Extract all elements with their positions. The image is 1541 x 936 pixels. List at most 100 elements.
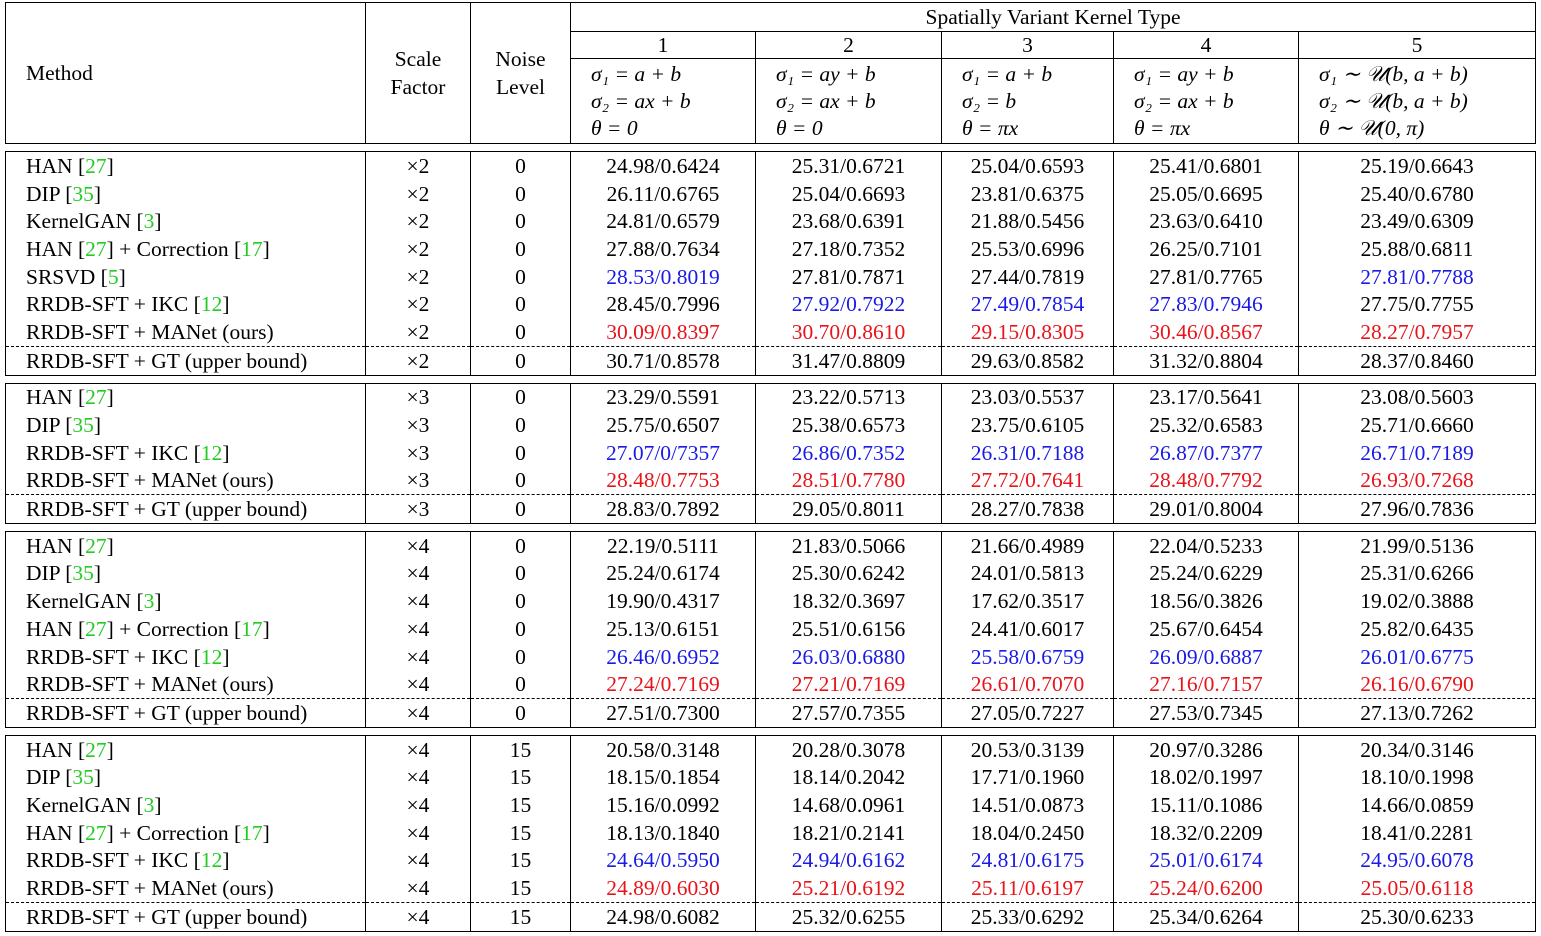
scale-cell: ×4 — [365, 763, 471, 792]
result-row: RRDB-SFT + MANet (ours) ×2 0 30.09/0.8397 30… — [5, 318, 1536, 347]
scale-cell: ×2 — [365, 290, 471, 319]
method-cell: DIP [35] — [5, 411, 366, 439]
scale-cell: ×4 — [365, 846, 471, 875]
score-cell: 25.04/0.6693 — [755, 179, 942, 208]
citation: 3 — [143, 209, 155, 234]
scale-cell: ×2 — [365, 207, 471, 236]
noise-cell: 0 — [470, 466, 571, 495]
result-row: DIP [35] ×4 0 25.24/0.6174 25.30/0.6242 24.01… — [5, 559, 1536, 588]
score-cell: 24.94/0.6162 — [755, 846, 942, 875]
method-text: DIP [ — [26, 561, 73, 586]
scale-cell: ×4 — [365, 642, 471, 671]
header-table: Method Scale Factor Noise Level Spatially V… — [5, 2, 1537, 144]
result-group: HAN [27] ×4 15 20.58/0.3148 20.28/0.3078 20.5… — [5, 734, 1536, 932]
score-cell: 25.31/0.6266 — [1298, 559, 1536, 588]
result-group: HAN [27] ×2 0 24.98/0.6424 25.31/0.6721 25.04… — [5, 151, 1536, 376]
score-cell: 23.68/0.6391 — [755, 207, 942, 236]
method-cell: HAN [27] — [5, 383, 366, 412]
kernel-line: σ₂ = ax + b — [776, 88, 876, 113]
method-text: RRDB-SFT + GT (upper bound) — [26, 700, 308, 725]
score-cell: 25.05/0.6118 — [1298, 874, 1536, 903]
result-row: RRDB-SFT + GT (upper bound) ×3 0 28.83/0.78… — [5, 494, 1536, 524]
method-cell: RRDB-SFT + IKC [12] — [5, 642, 366, 671]
method-text: RRDB-SFT + GT (upper bound) — [26, 497, 308, 522]
scale-cell: ×4 — [365, 818, 471, 847]
score-cell: 19.02/0.3888 — [1298, 587, 1536, 615]
result-row: HAN [27] + Correction [17] ×4 0 25.13/0.615… — [5, 615, 1536, 643]
score-cell: 24.64/0.5950 — [570, 846, 756, 875]
result-row: KernelGAN [3] ×4 0 19.90/0.4317 18.32/0.3697… — [5, 587, 1536, 615]
score-cell: 23.75/0.6105 — [941, 411, 1114, 439]
score-cell: 25.32/0.6255 — [755, 901, 942, 932]
method-cell: SRSVD [5] — [5, 262, 366, 291]
header-row: Method Scale Factor Noise Level Spatially V… — [5, 2, 1537, 144]
kernel-line: σ₂ = b — [962, 88, 1017, 113]
method-text: DIP [ — [26, 765, 73, 790]
scale-cell: ×3 — [365, 466, 471, 495]
method-cell: KernelGAN [3] — [5, 587, 366, 615]
method-text: ] — [154, 209, 162, 234]
result-row: RRDB-SFT + MANet (ours) ×3 0 28.48/0.7753 28… — [5, 466, 1536, 495]
score-cell: 28.37/0.8460 — [1298, 345, 1536, 375]
score-cell: 25.30/0.6242 — [755, 559, 942, 588]
method-cell: RRDB-SFT + GT (upper bound) — [5, 901, 366, 932]
score-cell: 27.81/0.7788 — [1298, 262, 1536, 291]
citation: 17 — [241, 820, 263, 845]
score-cell: 25.71/0.6660 — [1298, 411, 1536, 439]
result-row: RRDB-SFT + IKC [12] ×4 0 26.46/0.6952 26.03/… — [5, 642, 1536, 671]
noise-cell: 0 — [470, 615, 571, 643]
scale-cell: ×2 — [365, 179, 471, 208]
results-table: Method Scale Factor Noise Level Spatially V… — [5, 2, 1537, 932]
score-cell: 23.17/0.5641 — [1113, 383, 1299, 412]
method-cell: HAN [27] + Correction [17] — [5, 818, 366, 847]
score-cell: 28.53/0.8019 — [570, 262, 756, 291]
noise-cell: 15 — [470, 791, 571, 819]
noise-cell: 0 — [470, 207, 571, 236]
kernel-line: σ₂ = ax + b — [591, 88, 691, 113]
score-cell: 26.01/0.6775 — [1298, 642, 1536, 671]
method-text: SRSVD [ — [26, 264, 108, 289]
header-cell: Spatially Variant Kernel Type — [569, 2, 1537, 32]
method-text: ] — [262, 616, 270, 641]
result-row: SRSVD [5] ×2 0 28.53/0.8019 27.81/0.7871 27.4… — [5, 262, 1536, 291]
method-text: ] — [222, 292, 230, 317]
result-row: KernelGAN [3] ×4 15 15.16/0.0992 14.68/0.096… — [5, 791, 1536, 819]
kernel-id: 5 — [1297, 31, 1537, 59]
score-cell: 26.09/0.6887 — [1113, 642, 1299, 671]
method-text: ] + Correction [ — [106, 616, 242, 641]
citation: 35 — [72, 181, 94, 206]
result-row: HAN [27] ×2 0 24.98/0.6424 25.31/0.6721 25.04… — [5, 151, 1536, 180]
method-text: ] — [93, 561, 102, 586]
noise-cell: 0 — [470, 531, 571, 560]
citation: 17 — [241, 616, 263, 641]
result-row: RRDB-SFT + IKC [12] ×3 0 27.07/0/7357 26.86/… — [5, 438, 1536, 467]
score-cell: 15.11/0.1086 — [1113, 791, 1299, 819]
score-cell: 24.98/0.6424 — [570, 151, 756, 180]
citation: 27 — [85, 533, 107, 558]
method-cell: KernelGAN [3] — [5, 207, 366, 236]
citation: 27 — [85, 737, 107, 762]
score-cell: 25.51/0.6156 — [755, 615, 942, 643]
score-cell: 27.07/0/7357 — [570, 438, 756, 467]
score-cell: 26.11/0.6765 — [570, 179, 756, 208]
score-cell: 18.56/0.3826 — [1113, 587, 1299, 615]
score-cell: 25.04/0.6593 — [941, 151, 1114, 180]
method-text: HAN [ — [26, 737, 86, 762]
score-cell: 25.24/0.6229 — [1113, 559, 1299, 588]
score-cell: 25.05/0.6695 — [1113, 179, 1299, 208]
score-cell: 26.46/0.6952 — [570, 642, 756, 671]
method-cell: DIP [35] — [5, 179, 366, 208]
noise-cell: 15 — [470, 846, 571, 875]
method-text: ] — [262, 820, 270, 845]
noise-cell: 15 — [470, 735, 571, 764]
scale-cell: ×3 — [365, 494, 471, 524]
scale-cell: ×2 — [365, 318, 471, 347]
score-cell: 25.67/0.6454 — [1113, 615, 1299, 643]
score-cell: 21.83/0.5066 — [755, 531, 942, 560]
result-row: RRDB-SFT + MANet (ours) ×4 15 24.89/0.6030 2… — [5, 874, 1536, 903]
score-cell: 18.14/0.2042 — [755, 763, 942, 792]
method-cell: HAN [27] — [5, 151, 366, 180]
score-cell: 26.31/0.7188 — [941, 438, 1114, 467]
method-text: KernelGAN [ — [26, 589, 144, 614]
